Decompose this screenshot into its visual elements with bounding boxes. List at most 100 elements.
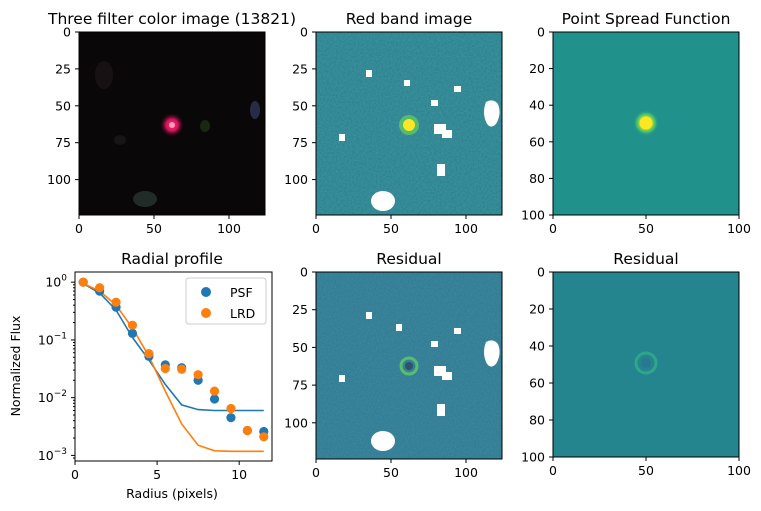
panel-2-title: Red band image xyxy=(346,10,473,28)
color-image-panel xyxy=(79,32,265,215)
lrd-point xyxy=(160,363,170,374)
y-tick-label: 100 xyxy=(47,172,71,187)
panel-5-title: Residual xyxy=(376,250,441,268)
y-tick-label: 100 xyxy=(521,208,545,223)
color-image-source-core xyxy=(169,122,175,128)
y-tick-label: 60 xyxy=(529,376,545,391)
x-tick-label: 100 xyxy=(454,465,478,480)
y-tick-label: 10−2 xyxy=(38,389,67,405)
panel-1-title: Three filter color image (13821) xyxy=(47,10,296,28)
x-tick-label: 50 xyxy=(638,221,654,236)
y-tick-label: 80 xyxy=(529,171,545,186)
x-tick-label: 50 xyxy=(383,465,399,480)
red-band-mask xyxy=(339,134,345,141)
radial-profile-frame xyxy=(74,271,273,462)
panel-3-title: Point Spread Function xyxy=(562,10,731,28)
y-tick-label: 100 xyxy=(521,450,545,465)
y-tick-label: 100 xyxy=(284,415,308,430)
panel-6-title: Residual xyxy=(613,250,678,268)
residual-ring xyxy=(399,356,419,376)
x-tick-label: 5 xyxy=(153,467,161,482)
x-tick-label: 0 xyxy=(549,463,557,478)
y-tick-label: 0 xyxy=(300,25,308,40)
y-tick-label: 40 xyxy=(529,98,545,113)
y-tick-label: 20 xyxy=(529,302,545,317)
y-tick-label: 25 xyxy=(292,61,308,76)
psf-core xyxy=(639,116,653,130)
y-tick-label: 50 xyxy=(292,98,308,113)
x-tick-label: 100 xyxy=(454,221,478,236)
red-band-mask xyxy=(366,70,372,77)
x-tick-label: 0 xyxy=(71,467,79,482)
residual-panel xyxy=(316,272,502,459)
legend-lrd-label: LRD xyxy=(230,306,255,321)
psf-residual-panel xyxy=(553,272,739,457)
y-tick-base: 10 xyxy=(45,275,61,290)
residual-mask xyxy=(434,366,452,380)
lrd-point xyxy=(242,425,252,436)
y-tick-exponent: 0 xyxy=(61,274,67,284)
residual-mask xyxy=(484,340,500,367)
x-tick-label: 0 xyxy=(312,221,320,236)
image-frame xyxy=(315,271,503,460)
lrd-point xyxy=(78,277,88,287)
y-tick-label: 100 xyxy=(284,172,308,187)
residual-mask xyxy=(371,431,395,451)
color-image-background-smudge xyxy=(133,191,157,207)
y-tick-label: 0 xyxy=(537,265,545,280)
image-frame xyxy=(552,271,740,458)
image-frame xyxy=(315,31,503,216)
image-frame xyxy=(552,31,740,216)
radial-profile-panel: Radius (pixels) Normalized Flux PSF LRD xyxy=(8,271,273,501)
y-tick-label: 0 xyxy=(300,265,308,280)
residual-mask xyxy=(366,312,372,319)
lrd-point xyxy=(259,432,269,442)
x-tick-label: 0 xyxy=(75,221,83,236)
y-tick-label: 10−1 xyxy=(38,331,67,347)
y-tick-label: 0 xyxy=(63,25,71,40)
red-band-panel xyxy=(316,32,502,215)
y-tick-label: 80 xyxy=(529,413,545,428)
x-tick-label: 100 xyxy=(217,221,241,236)
lrd-point xyxy=(127,320,138,330)
y-tick-label: 40 xyxy=(529,339,545,354)
red-band-mask xyxy=(454,86,461,92)
y-tick-base: 10 xyxy=(38,448,54,463)
lrd-point xyxy=(193,370,203,380)
y-tick-label: 20 xyxy=(529,61,545,76)
x-tick-label: 50 xyxy=(146,221,162,236)
y-tick-label: 100 xyxy=(45,274,67,290)
color-image-background-smudge xyxy=(200,120,210,132)
lrd-point xyxy=(209,386,220,396)
x-tick-label: 50 xyxy=(383,221,399,236)
y-tick-label: 50 xyxy=(292,340,308,355)
y-tick-base: 10 xyxy=(38,390,54,405)
x-tick-label: 0 xyxy=(549,221,557,236)
radial-profile-legend: PSF LRD xyxy=(185,277,267,325)
lrd-point xyxy=(226,403,236,414)
red-band-mask xyxy=(437,164,445,176)
psf-residual-ring xyxy=(634,351,658,375)
psf-residual-core xyxy=(641,358,651,368)
panel-4-title: Radial profile xyxy=(121,250,223,268)
color-image-background-smudge xyxy=(114,135,126,145)
y-tick-label: 10−3 xyxy=(38,447,67,463)
red-band-mask xyxy=(404,80,410,86)
y-tick-label: 60 xyxy=(529,134,545,149)
x-tick-label: 100 xyxy=(727,463,751,478)
radial-profile-ylabel: Normalized Flux xyxy=(8,316,23,417)
residual-mask xyxy=(437,404,445,416)
x-tick-label: 50 xyxy=(638,463,654,478)
lrd-point xyxy=(95,283,105,293)
residual-mask xyxy=(396,324,402,331)
x-tick-label: 10 xyxy=(231,467,247,482)
psf-point xyxy=(127,328,138,338)
color-image-background-smudge xyxy=(250,101,260,119)
y-tick-base: 10 xyxy=(38,332,54,347)
legend-lrd-marker xyxy=(201,308,211,318)
residual-mask xyxy=(454,328,461,334)
red-band-source xyxy=(403,119,415,131)
lrd-point xyxy=(144,348,154,359)
x-tick-label: 100 xyxy=(727,221,751,236)
